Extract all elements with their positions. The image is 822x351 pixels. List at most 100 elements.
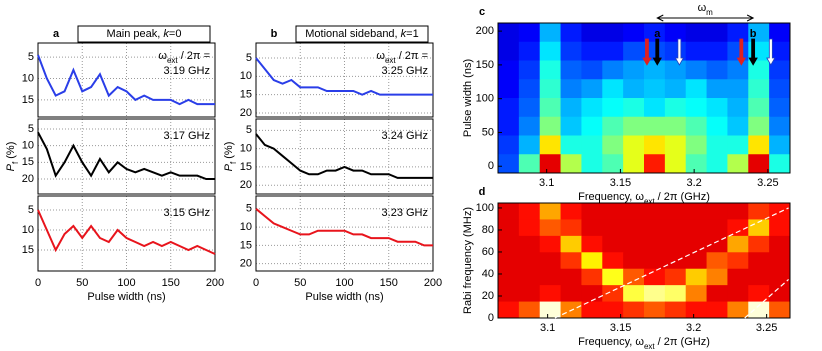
heat-cell [664, 301, 687, 319]
heat-cell [560, 79, 582, 99]
value-label: 3.15 GHz [164, 207, 210, 219]
heat-cell [748, 203, 770, 220]
heat-cell [602, 60, 624, 80]
y-tick-label: 20 [240, 107, 252, 119]
heat-cell [769, 154, 791, 174]
text-part: ext [167, 56, 178, 65]
text-part: =0 [169, 28, 182, 40]
x-axis-label: Frequency, ωext / 2π (GHz) [578, 191, 710, 206]
heat-cell [602, 154, 624, 174]
heat-cell [623, 235, 645, 253]
heat-cell [539, 60, 562, 80]
heat-cell [518, 23, 541, 43]
heat-cell [602, 135, 624, 155]
span-label: ωm [698, 2, 714, 17]
x-tick-label: 3.2 [686, 322, 701, 334]
heat-cell [706, 285, 728, 303]
data-line [255, 57, 433, 96]
heat-cell [664, 203, 687, 220]
heat-cell [769, 268, 791, 286]
y-axis-label: Pf (%) [223, 142, 238, 172]
heat-cell [727, 60, 749, 80]
heat-cell [706, 116, 728, 136]
heat-cell [685, 235, 708, 253]
heat-cell [581, 219, 603, 237]
heat-cell [748, 60, 770, 80]
heat-cell [706, 252, 728, 270]
heat-cell [602, 235, 624, 253]
data-line [37, 209, 216, 255]
plot-frame [255, 42, 434, 118]
heat-cell [706, 268, 728, 286]
heat-cell [539, 135, 562, 155]
heat-cell [498, 301, 520, 319]
panel-title: Motional sideband, k=1 [305, 28, 418, 40]
heat-cell [664, 285, 687, 303]
heat-cell [748, 285, 770, 303]
heat-cell [498, 203, 520, 220]
heat-cell [581, 116, 603, 136]
heat-cell [539, 285, 562, 303]
annotation: ωext / 2π = [376, 50, 428, 65]
text-part: P [5, 163, 17, 171]
heat-cell [706, 98, 728, 118]
heat-cell [498, 23, 520, 43]
heat-cell [623, 116, 645, 136]
plot-frame [497, 22, 791, 174]
y-tick-label: 80 [482, 224, 494, 236]
heat-cell [748, 79, 770, 99]
heat-cell [623, 79, 645, 99]
heat-cell [498, 154, 520, 174]
data-line [37, 54, 215, 106]
plot-frame [255, 118, 434, 195]
heat-cell [664, 116, 687, 136]
heat-cell [664, 135, 687, 155]
heat-cell [623, 41, 645, 61]
heat-cell [498, 219, 520, 237]
y-axis-label: Rabi frequency (MHz) [462, 207, 474, 314]
heat-cell [727, 79, 749, 99]
heat-cell [518, 252, 541, 270]
heat-cell [623, 98, 645, 118]
y-axis-label: Pulse width (ns) [462, 59, 474, 137]
y-tick-label: 20 [240, 258, 252, 270]
heat-cell [685, 285, 708, 303]
heat-cell [581, 98, 603, 118]
heat-cell [748, 135, 770, 155]
heat-cell [706, 203, 728, 220]
text-part: ext [644, 342, 655, 351]
heat-cell [685, 203, 708, 220]
heat-cell [769, 23, 791, 43]
heat-cell [769, 41, 791, 61]
heat-cell [518, 98, 541, 118]
heat-cell [581, 60, 603, 80]
heat-cell [498, 98, 520, 118]
heat-cell [727, 135, 749, 155]
x-tick-label: 3.25 [757, 177, 778, 189]
guide-line [554, 207, 789, 319]
y-tick-label: 20 [482, 290, 494, 302]
heat-cell [602, 252, 624, 270]
heat-cell [706, 79, 728, 99]
x-tick-label: 3.1 [540, 322, 555, 334]
heat-cell [727, 116, 749, 136]
y-tick-label: 5 [28, 204, 34, 216]
heat-cell [623, 301, 645, 319]
text-part: Frequency, ω [578, 191, 644, 203]
heat-cell [727, 98, 749, 118]
y-tick-label: 10 [240, 221, 252, 233]
y-tick-label: 200 [476, 25, 494, 37]
text-part: Frequency, ω [578, 336, 644, 348]
heat-cell [623, 252, 645, 270]
y-tick-label: 5 [28, 123, 34, 135]
heat-cell [498, 252, 520, 270]
text-part: f [229, 161, 238, 164]
heat-cell [560, 219, 582, 237]
heat-cell [518, 154, 541, 174]
heat-cell [539, 154, 562, 174]
arrow [736, 38, 747, 66]
heat-cell [560, 285, 582, 303]
heat-cell [581, 154, 603, 174]
x-tick-label: 100 [335, 277, 353, 289]
heat-cell [560, 268, 582, 286]
